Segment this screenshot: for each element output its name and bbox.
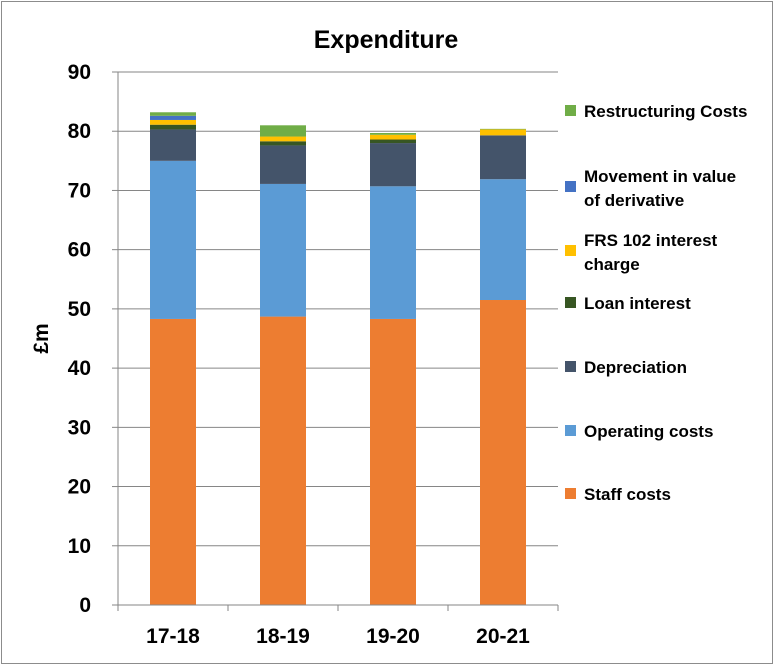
bar-segment: [260, 125, 306, 137]
legend-label: charge: [584, 255, 640, 274]
y-tick-label: 80: [68, 120, 91, 143]
bar-segment: [480, 129, 526, 136]
bar-segment: [370, 143, 416, 187]
y-tick-label: 50: [68, 298, 91, 321]
bar-segment: [480, 300, 526, 605]
y-tick-label: 70: [68, 179, 91, 202]
chart-title: Expenditure: [314, 26, 459, 54]
y-tick-label: 40: [68, 357, 91, 380]
legend-label: of derivative: [584, 191, 684, 210]
legend-label: FRS 102 interest: [584, 231, 718, 250]
legend-label: Staff costs: [584, 485, 671, 504]
y-tick-labels: 0 10 20 30 40 50 60 70 80 90: [68, 61, 91, 617]
bar-segment: [260, 141, 306, 146]
bar-segment: [150, 119, 196, 125]
bar-segment: [150, 318, 196, 605]
x-tick-labels: 17-18 18-19 19-20 20-21: [146, 625, 530, 648]
y-tick-label: 60: [68, 239, 91, 262]
bar-segment: [260, 145, 306, 184]
x-tick-label: 17-18: [146, 625, 200, 648]
legend-label: Movement in value: [584, 167, 736, 186]
bar-segment: [370, 186, 416, 319]
bar-segment: [150, 112, 196, 116]
bar-segment: [480, 128, 526, 130]
y-tick-label: 0: [79, 594, 91, 617]
bar-segment: [480, 135, 526, 180]
bar-segment: [260, 136, 306, 142]
legend-swatch: [565, 181, 576, 192]
legend-swatch: [565, 245, 576, 256]
y-tick-label: 10: [68, 535, 91, 558]
x-tick-label: 20-21: [476, 625, 530, 648]
bar-segment: [260, 316, 306, 605]
legend-swatch: [565, 361, 576, 372]
legend-swatch: [565, 297, 576, 308]
bar-stacks: [150, 112, 526, 605]
bar-segment: [150, 160, 196, 319]
legend: Restructuring Costs Movement in value of d…: [565, 102, 747, 504]
bar-segment: [370, 134, 416, 140]
x-tick-label: 19-20: [366, 625, 420, 648]
legend-label: Operating costs: [584, 422, 713, 441]
bar-segment: [150, 129, 196, 161]
bar-segment: [260, 183, 306, 317]
y-tick-label: 30: [68, 416, 91, 439]
legend-label: Loan interest: [584, 294, 691, 313]
legend-swatch: [565, 425, 576, 436]
bar-segment: [370, 132, 416, 135]
bar-segment: [150, 124, 196, 130]
y-axis-label: £m: [30, 323, 53, 353]
y-tick-label: 20: [68, 476, 91, 499]
axes: [112, 71, 559, 611]
y-tick-label: 90: [68, 61, 91, 84]
legend-label: Depreciation: [584, 358, 687, 377]
legend-label: Restructuring Costs: [584, 102, 747, 121]
bar-segment: [370, 318, 416, 605]
x-tick-label: 18-19: [256, 625, 310, 648]
bar-segment: [480, 179, 526, 301]
legend-swatch: [565, 105, 576, 116]
bar-segment: [370, 139, 416, 144]
legend-swatch: [565, 488, 576, 499]
bar-segment: [150, 115, 196, 120]
